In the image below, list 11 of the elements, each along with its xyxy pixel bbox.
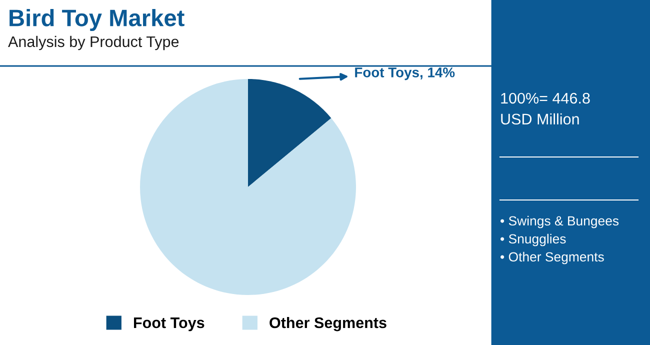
- chart-subtitle: Analysis by Product Type: [8, 36, 179, 50]
- pie-slice: [248, 79, 332, 187]
- legend-label: Other Segments: [270, 316, 386, 332]
- text: • Snugglies: [500, 234, 566, 246]
- chart-title: Bird Toy Market: [10, 8, 184, 32]
- text: 100%= 446.8 USD Million: [501, 92, 590, 125]
- pie-slice: [140, 79, 356, 295]
- data-label: Foot Toys, 14%: [355, 68, 455, 80]
- text: • Swings & Bungees: [500, 216, 619, 228]
- legend-label: Foot Toys: [134, 318, 204, 332]
- text: • Other Segments: [500, 252, 604, 264]
